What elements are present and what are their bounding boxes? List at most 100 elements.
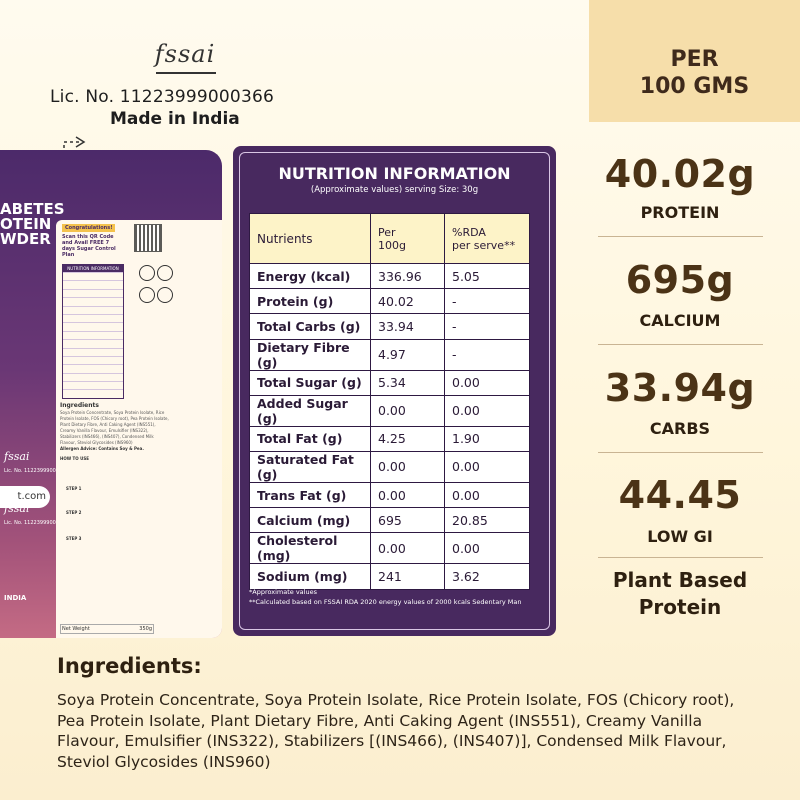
rda-value: 1.90 (444, 425, 530, 452)
divider (598, 344, 763, 345)
nutrient-name: Cholesterol (mg) (249, 532, 371, 565)
package-india-mark: INDIA (4, 594, 27, 602)
package-ingredients-text: Soya Protein Concentrate, Soya Protein I… (60, 410, 169, 461)
protein-label: PROTEIN (640, 203, 720, 222)
package-step: STEP 1 (66, 486, 82, 491)
ingredients-text: Soya Protein Concentrate, Soya Protein I… (57, 691, 735, 771)
rda-value: 0.00 (444, 532, 530, 565)
per-100g-value: 0.00 (370, 532, 445, 565)
rda-value: 3.62 (444, 563, 530, 590)
badge-icon (139, 287, 155, 303)
table-row: Energy (kcal) 336.96 5.05 (249, 262, 530, 290)
table-row: Sodium (mg) 241 3.62 (249, 563, 530, 590)
rda-value: 0.00 (444, 369, 530, 396)
nutrient-name: Sodium (mg) (249, 563, 371, 590)
divider (598, 236, 763, 237)
per-100g-value: 4.25 (370, 425, 445, 452)
nutrition-table: Nutrients Per 100g %RDA per serve** Ener… (249, 213, 530, 590)
per-100g-value: 336.96 (370, 262, 445, 290)
package-scan-text: Scan this QR Code and Avail FREE 7 days … (62, 234, 116, 258)
column-header: Per 100g (370, 213, 445, 264)
per-100-gms-box: PER 100 GMS (589, 0, 800, 122)
nutrient-name: Dietary Fibre (g) (249, 338, 371, 371)
per-100g-value: 5.34 (370, 369, 445, 396)
table-row: Protein (g) 40.02- (249, 288, 530, 315)
calcium-label: CALCIUM (639, 311, 721, 330)
calcium-value: 695g (625, 258, 735, 302)
rda-value: 20.85 (444, 507, 530, 534)
nutrition-panel-border (239, 152, 550, 630)
carbs-value: 33.94g (604, 366, 756, 410)
badge-icon (139, 265, 155, 281)
package-badge-icons (138, 264, 174, 308)
ingredients-heading: Ingredients: (57, 654, 202, 678)
rda-value: - (444, 338, 530, 371)
rda-value: 0.00 (444, 450, 530, 483)
footnote-approximate: *Approximate values (249, 588, 317, 596)
fssai-logo: fssai (150, 40, 220, 74)
package-fssai-logo: fssai (4, 450, 30, 463)
per-100g-value: 0.00 (370, 450, 445, 483)
low-gi-label: LOW GI (647, 527, 713, 546)
nutrient-name: Saturated Fat (g) (249, 450, 371, 483)
nutrient-name: Trans Fat (g) (249, 481, 371, 509)
package-title: ABETES OTEIN WDER (0, 200, 65, 248)
low-gi-value: 44.45 (618, 473, 742, 517)
rda-value: 0.00 (444, 394, 530, 427)
per-100g-value: 40.02 (370, 288, 445, 315)
table-row: Calcium (mg) 695 20.85 (249, 507, 530, 534)
badge-icon (157, 265, 173, 281)
nutrient-name: Total Sugar (g) (249, 369, 371, 396)
made-in-india: Made in India (110, 109, 240, 129)
table-row: Dietary Fibre (g) 4.97- (249, 338, 530, 371)
nutrient-name: Calcium (mg) (249, 507, 371, 534)
package-license: Lic. No. 11223999000366 (4, 468, 69, 474)
nutrition-panel: NUTRITION INFORMATION (Approximate value… (233, 146, 556, 636)
table-row: Added Sugar (g) 0.00 0.00 (249, 394, 530, 427)
column-header: Nutrients (249, 213, 371, 264)
protein-value: 40.02g (604, 152, 756, 196)
footnote-rda: **Calculated based on FSSAI RDA 2020 ene… (249, 598, 522, 606)
package-ingredients-heading: Ingredients (60, 402, 99, 409)
package-step: STEP 2 (66, 510, 82, 515)
nutrient-name: Total Fat (g) (249, 425, 371, 452)
table-row: Total Sugar (g) 5.34 0.00 (249, 369, 530, 396)
per-100g-value: 0.00 (370, 481, 445, 509)
table-row: Trans Fat (g) 0.00 0.00 (249, 481, 530, 509)
table-row: Total Carbs (g) 33.94- (249, 313, 530, 340)
license-number: Lic. No. 11223999000366 (50, 87, 274, 107)
per-label: PER (670, 47, 719, 72)
per-100g-value: 4.97 (370, 338, 445, 371)
table-header-row: Nutrients Per 100g %RDA per serve** (249, 213, 530, 264)
rda-value: - (444, 313, 530, 340)
package-congrats: Congratulations! (62, 224, 116, 232)
per-100g-value: 241 (370, 563, 445, 590)
package-back-card: Congratulations! Scan this QR Code and A… (56, 220, 222, 638)
package-net-weight: Net Weight 350g (60, 624, 154, 634)
per-100g-value: 695 (370, 507, 445, 534)
nutrient-name: Energy (kcal) (249, 262, 371, 290)
rda-value: 0.00 (444, 481, 530, 509)
package-url: t.com (0, 486, 50, 508)
package-mini-nutrition-table: NUTRITION INFORMATION (62, 264, 124, 399)
nutrition-subtitle: (Approximate values) serving Size: 30g (310, 185, 479, 195)
pointer-arrow-icon (63, 136, 86, 190)
carbs-label: CARBS (649, 419, 711, 438)
qr-code-icon (134, 224, 162, 252)
nutrient-name: Added Sugar (g) (249, 394, 371, 427)
package-step: STEP 3 (66, 536, 82, 541)
divider (598, 557, 763, 558)
per-100g-value: 0.00 (370, 394, 445, 427)
table-row: Saturated Fat (g) 0.00 0.00 (249, 450, 530, 483)
per-100g-value: 33.94 (370, 313, 445, 340)
divider (598, 452, 763, 453)
rda-value: 5.05 (444, 262, 530, 290)
package-license: Lic. No. 11223999000366 (4, 520, 69, 526)
nutrient-name: Protein (g) (249, 288, 371, 315)
nutrition-title: NUTRITION INFORMATION (278, 164, 511, 183)
table-row: Total Fat (g) 4.25 1.90 (249, 425, 530, 452)
badge-icon (157, 287, 173, 303)
table-row: Cholesterol (mg) 0.00 0.00 (249, 532, 530, 565)
nutrient-name: Total Carbs (g) (249, 313, 371, 340)
product-package-image: ABETES OTEIN WDER fssai Lic. No. 1122399… (0, 150, 222, 638)
